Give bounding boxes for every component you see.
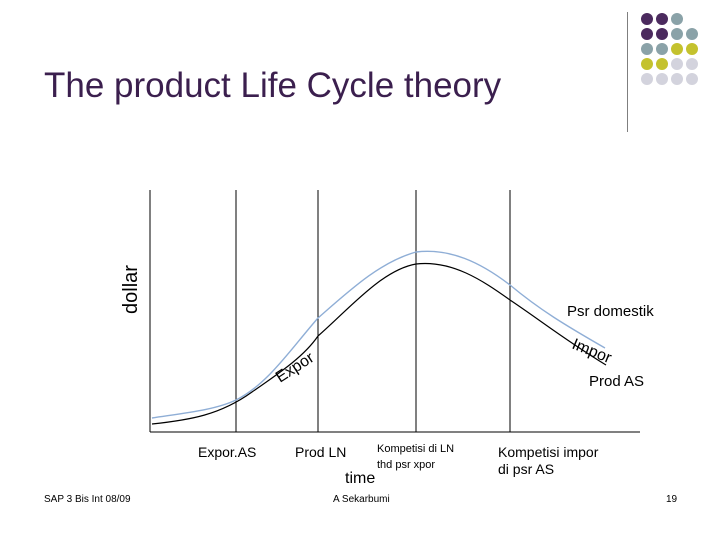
decorative-dot xyxy=(671,43,683,55)
decorative-dot xyxy=(641,28,653,40)
decorative-dot xyxy=(686,43,698,55)
decorative-dot xyxy=(686,73,698,85)
phase-label-kompetisi-impor-line1: Kompetisi impor xyxy=(498,444,599,460)
decorative-dot xyxy=(656,43,668,55)
decorative-dot xyxy=(641,58,653,70)
prod-as-label: Prod AS xyxy=(589,373,644,390)
domestic-market-label: Psr domestik xyxy=(567,303,654,320)
decorative-dot xyxy=(671,58,683,70)
decorative-dot xyxy=(641,13,653,25)
page-number: 19 xyxy=(666,494,678,505)
slide-title: The product Life Cycle theory xyxy=(44,66,502,105)
decorative-dot xyxy=(686,58,698,70)
phase-label-prod-ln: Prod LN xyxy=(295,444,346,460)
decorative-dot xyxy=(671,13,683,25)
phase-label-kompetisi-ln-line1: Kompetisi di LN xyxy=(377,443,454,455)
export-label: Expor xyxy=(273,349,318,386)
decorative-dot xyxy=(686,28,698,40)
decorative-dot xyxy=(641,43,653,55)
title-divider-line xyxy=(627,12,628,132)
phase-label-expor-as: Expor.AS xyxy=(198,444,256,460)
x-axis-label: time xyxy=(345,470,375,487)
y-axis-label: dollar xyxy=(120,265,142,314)
footer-course-label: SAP 3 Bis Int 08/09 xyxy=(44,494,131,505)
phase-label-kompetisi-ln-line2: thd psr xpor xyxy=(377,459,435,471)
decorative-dot xyxy=(656,13,668,25)
decorative-dot xyxy=(656,73,668,85)
decorative-dot xyxy=(656,58,668,70)
phase-label-kompetisi-impor-line2: di psr AS xyxy=(498,461,554,477)
domestic-market-curve xyxy=(151,250,606,419)
production-curve xyxy=(151,262,607,425)
footer-author: A Sekarbumi xyxy=(333,494,390,505)
decorative-dot xyxy=(641,73,653,85)
decorative-dot xyxy=(671,28,683,40)
decorative-dot xyxy=(671,73,683,85)
decorative-dot xyxy=(656,28,668,40)
